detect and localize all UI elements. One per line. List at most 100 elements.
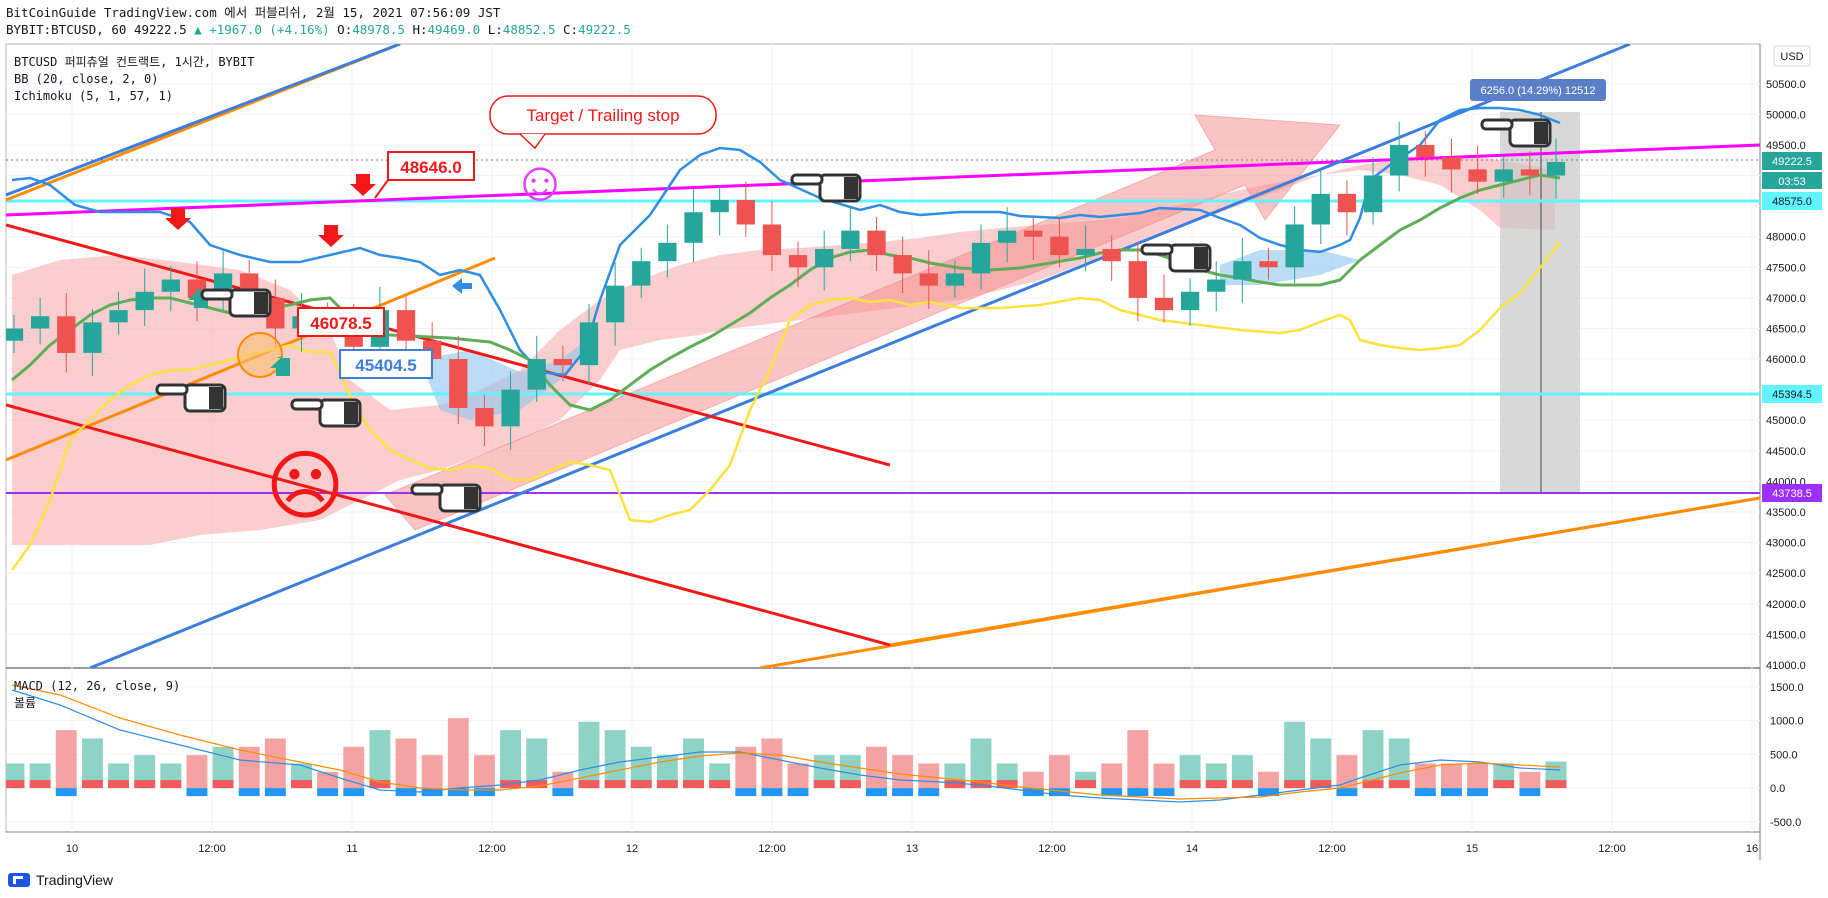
price-tick-label: 49500.0 — [1766, 140, 1806, 152]
volume-bar — [604, 730, 626, 789]
currency-button-label: USD — [1780, 51, 1803, 63]
candle-body — [475, 408, 494, 427]
macd-tick-label: 1000.0 — [1770, 716, 1804, 728]
countdown-tag-text: 03:53 — [1778, 176, 1806, 188]
low-label: L: — [487, 22, 503, 37]
macd-histogram-bar — [1127, 788, 1149, 797]
time-tick-label: 12:00 — [478, 843, 506, 855]
macd-histogram-bar — [944, 780, 966, 789]
candle-body — [867, 230, 886, 256]
candle-body — [788, 255, 808, 268]
macd-histogram-bar — [1362, 780, 1384, 789]
macd-histogram-bar — [1545, 780, 1567, 789]
macd-histogram-bar — [1519, 788, 1541, 797]
ichimoku-cloud-blue-2 — [1220, 250, 1360, 285]
left-arrow-icon — [452, 278, 472, 294]
down-arrow-icon — [165, 208, 191, 230]
time-tick-label: 15 — [1466, 843, 1478, 855]
candle-body — [1363, 175, 1383, 213]
volume-bar — [1519, 771, 1541, 789]
macd-tick-label: 0.0 — [1770, 783, 1785, 795]
candle-body — [1520, 169, 1540, 176]
candle-body — [57, 316, 76, 353]
tradingview-logo-icon — [8, 873, 30, 887]
macd-histogram-bar — [1467, 788, 1489, 797]
candle-body — [998, 230, 1017, 243]
ohlc-line: BYBIT:BTCUSD, 60 49222.5 ▲ +1967.0 (+4.1… — [6, 21, 631, 38]
red-channel-upper — [6, 223, 891, 467]
pointing-hand-icon — [290, 398, 362, 428]
target-text: Target / Trailing stop — [526, 106, 679, 125]
candle-body — [1311, 193, 1330, 225]
level-tag-2 — [1762, 385, 1822, 403]
price-tick-label: 42000.0 — [1766, 599, 1806, 611]
volume-bar — [787, 763, 809, 789]
macd-histogram-bar — [212, 780, 234, 789]
candle-body — [841, 230, 860, 249]
candle-body — [83, 322, 102, 353]
price-tick-label: 41000.0 — [1766, 660, 1806, 672]
ichimoku-cloud-red — [12, 155, 1555, 545]
candle-body — [396, 310, 416, 341]
smiley-icon: ☺ — [511, 149, 568, 212]
candle-body — [1468, 169, 1487, 182]
macd-histogram-bar — [526, 780, 548, 789]
price-tick-label: 48000.0 — [1766, 232, 1806, 244]
pointing-hand-icon — [790, 173, 862, 203]
price-box-46078[interactable] — [297, 307, 385, 337]
volume-bar — [1467, 763, 1489, 789]
volume-bar — [1179, 755, 1201, 789]
target-callout[interactable] — [489, 95, 717, 135]
candle-body — [553, 359, 572, 366]
volume-bar — [578, 721, 600, 789]
macd-histogram-bar — [1048, 788, 1070, 797]
sad-face-icon: ☹ — [265, 444, 344, 529]
macd-histogram-bar — [369, 780, 391, 789]
legend-symbol: BTCUSD 퍼피츄얼 컨트랙트, 1시간, BYBIT — [14, 55, 254, 69]
volume-bar — [1231, 755, 1253, 789]
range-info-box[interactable] — [1470, 79, 1606, 101]
price-range-box[interactable] — [1500, 112, 1580, 492]
time-tick-label: 12 — [626, 843, 638, 855]
price-box-48646[interactable] — [387, 151, 475, 181]
macd-histogram-bar — [1205, 780, 1227, 789]
candle-body — [449, 359, 468, 408]
resistance-line — [6, 143, 1760, 217]
candle-body — [579, 322, 599, 366]
level-tag-3 — [1762, 484, 1822, 502]
close-label: C: — [563, 22, 579, 37]
candle-body — [1546, 161, 1566, 176]
legend-ichimoku: Ichimoku (5, 1, 57, 1) — [14, 89, 173, 103]
macd-histogram-bar — [866, 788, 887, 797]
volume-bar — [343, 746, 365, 789]
macd-histogram-bar — [1336, 788, 1358, 797]
volume-bar — [1336, 755, 1358, 789]
price-box-45404[interactable] — [339, 349, 433, 379]
footer-brand: TradingView — [36, 872, 114, 888]
macd-histogram-bar — [630, 780, 652, 789]
macd-histogram-bar — [1388, 780, 1410, 789]
price-box-45404-text: 45404.5 — [355, 356, 416, 375]
currency-button[interactable] — [1773, 45, 1811, 67]
volume-bar — [1310, 738, 1332, 789]
candle-body — [135, 291, 154, 311]
candle-body — [1102, 248, 1121, 262]
price-tick-label: 43000.0 — [1766, 538, 1806, 550]
time-tick-label: 10 — [66, 843, 78, 855]
candle-body — [1337, 193, 1357, 213]
macd-histogram-bar — [918, 788, 940, 797]
price-box-46078-text: 46078.5 — [310, 314, 371, 333]
volume-bar — [1022, 771, 1044, 789]
volume-bar — [447, 718, 469, 789]
range-info-text: 6256.0 (14.29%) 12512 — [1481, 85, 1596, 97]
candle-body — [815, 248, 834, 268]
macd-histogram-bar — [1310, 780, 1332, 789]
time-tick-label: 11 — [346, 843, 357, 855]
trend-arrow — [384, 114, 1341, 531]
last-price-tag — [1762, 152, 1822, 170]
footer: TradingView — [8, 872, 113, 888]
time-tick-label: 12:00 — [758, 843, 786, 855]
volume-bar — [1258, 771, 1279, 789]
publish-line: BitCoinGuide TradingView.com 에서 퍼블리쉬, 2월… — [6, 5, 501, 20]
